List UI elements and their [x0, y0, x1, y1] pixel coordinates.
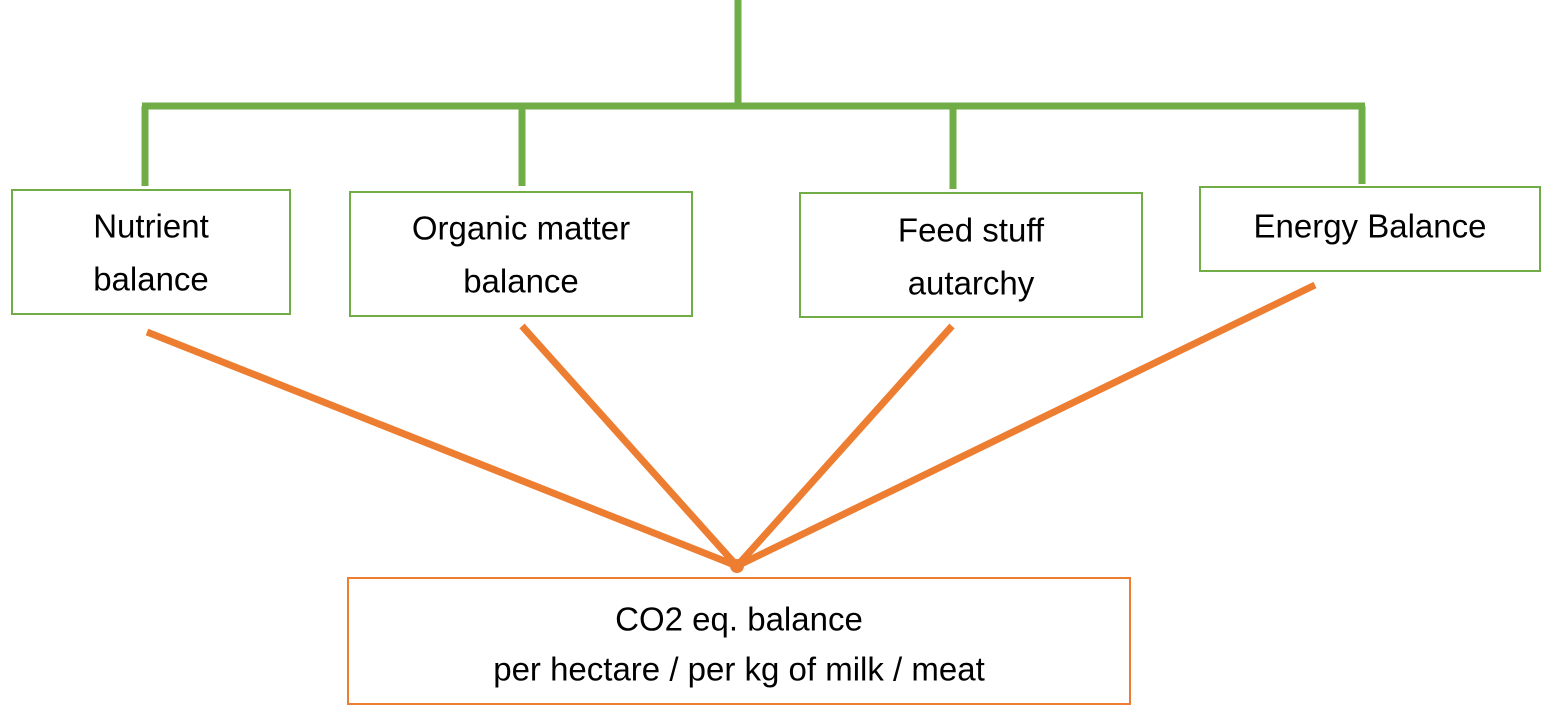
result-connectors [145, 281, 1317, 573]
junction [730, 559, 744, 573]
node-label: balance [463, 263, 579, 300]
node-box [11, 189, 291, 315]
node-box [799, 192, 1143, 318]
node-label: balance [93, 261, 209, 298]
node-box [1199, 186, 1541, 272]
node-label: Feed stuff [898, 212, 1045, 249]
connector [735, 281, 1317, 570]
connector [145, 328, 739, 570]
tree-connectors [141, 0, 1366, 189]
connector [734, 323, 955, 569]
result-box [347, 577, 1131, 705]
result-label: CO2 eq. balance [615, 601, 863, 638]
node-label: Organic matter [412, 210, 630, 247]
node-label: Energy Balance [1254, 208, 1487, 245]
result-label: per hectare / per kg of milk / meat [493, 651, 985, 688]
node-label: Nutrient [93, 208, 209, 245]
node-label: autarchy [908, 265, 1035, 302]
node-box [349, 191, 693, 317]
connector [519, 323, 740, 569]
